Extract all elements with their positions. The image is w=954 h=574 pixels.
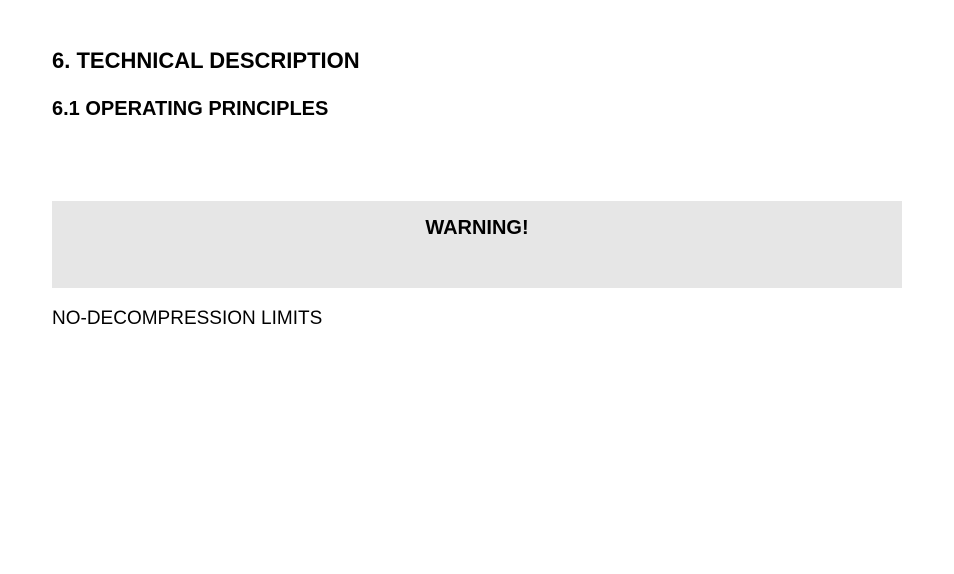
warning-callout: WARNING!: [52, 201, 902, 288]
no-decompression-label: NO-DECOMPRESSION LIMITS: [52, 308, 902, 330]
section-heading-6: 6. TECHNICAL DESCRIPTION: [52, 48, 902, 74]
section-heading-6-1: 6.1 OPERATING PRINCIPLES: [52, 98, 902, 121]
warning-title: WARNING!: [52, 217, 902, 240]
